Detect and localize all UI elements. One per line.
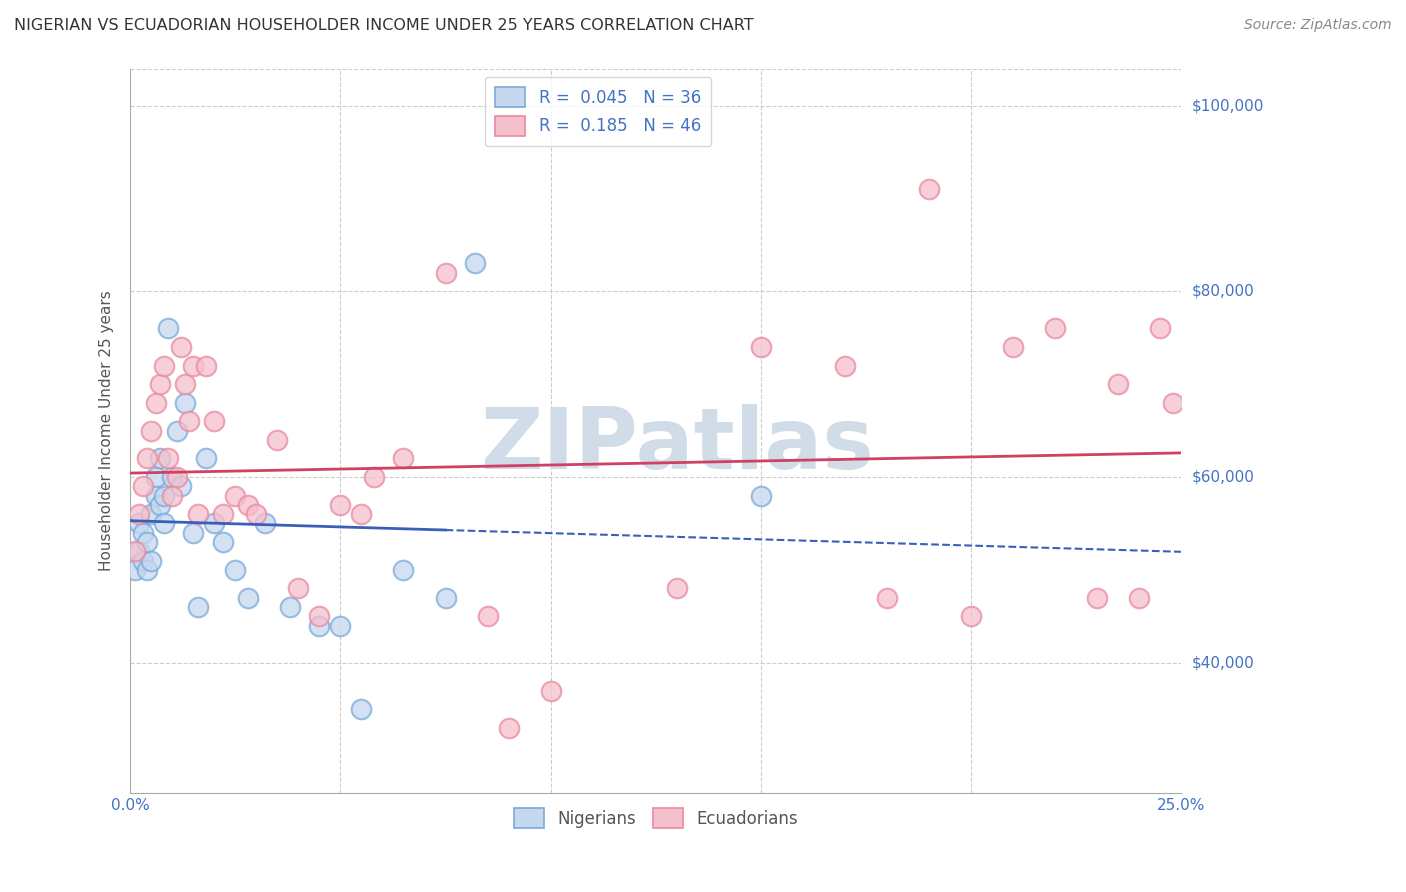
Point xyxy=(141,507,163,521)
Point xyxy=(128,516,150,531)
Point xyxy=(876,591,898,605)
Point xyxy=(153,489,176,503)
Point xyxy=(1107,377,1129,392)
Point xyxy=(236,591,259,605)
Point xyxy=(749,340,772,354)
Point xyxy=(540,683,562,698)
Point xyxy=(202,414,225,428)
Point xyxy=(287,582,309,596)
Point xyxy=(434,266,457,280)
Point xyxy=(183,359,205,373)
Text: $100,000: $100,000 xyxy=(1192,98,1264,113)
Point xyxy=(183,525,205,540)
Point xyxy=(141,553,163,567)
Point xyxy=(1085,591,1108,605)
Point xyxy=(960,609,983,624)
Point xyxy=(363,470,385,484)
Point xyxy=(128,507,150,521)
Point xyxy=(124,563,146,577)
Point xyxy=(918,182,941,196)
Point xyxy=(145,395,167,409)
Point xyxy=(392,563,415,577)
Point xyxy=(329,498,352,512)
Point xyxy=(329,618,352,632)
Text: $40,000: $40,000 xyxy=(1192,656,1254,670)
Point xyxy=(1128,591,1150,605)
Point xyxy=(224,563,246,577)
Point xyxy=(149,377,172,392)
Point xyxy=(278,599,301,614)
Point xyxy=(149,498,172,512)
Point xyxy=(153,359,176,373)
Point xyxy=(224,489,246,503)
Point xyxy=(1001,340,1024,354)
Point xyxy=(145,470,167,484)
Point xyxy=(308,609,330,624)
Point xyxy=(308,618,330,632)
Point xyxy=(136,451,159,466)
Point xyxy=(434,591,457,605)
Point xyxy=(136,535,159,549)
Point xyxy=(194,359,217,373)
Text: $60,000: $60,000 xyxy=(1192,469,1256,484)
Point xyxy=(202,516,225,531)
Point xyxy=(128,544,150,558)
Point xyxy=(174,395,197,409)
Point xyxy=(166,424,188,438)
Point xyxy=(253,516,276,531)
Point xyxy=(665,582,688,596)
Point xyxy=(132,553,155,567)
Point xyxy=(245,507,267,521)
Text: Source: ZipAtlas.com: Source: ZipAtlas.com xyxy=(1244,18,1392,32)
Point xyxy=(162,489,184,503)
Point xyxy=(834,359,856,373)
Point xyxy=(157,451,180,466)
Point xyxy=(132,525,155,540)
Point xyxy=(187,507,209,521)
Point xyxy=(166,470,188,484)
Point xyxy=(1043,321,1066,335)
Point xyxy=(350,507,373,521)
Y-axis label: Householder Income Under 25 years: Householder Income Under 25 years xyxy=(100,290,114,571)
Point xyxy=(464,256,486,270)
Point xyxy=(350,702,373,716)
Point xyxy=(392,451,415,466)
Text: $80,000: $80,000 xyxy=(1192,284,1254,299)
Point xyxy=(157,321,180,335)
Point xyxy=(749,489,772,503)
Point xyxy=(132,479,155,493)
Point xyxy=(266,433,288,447)
Point xyxy=(170,479,193,493)
Point xyxy=(170,340,193,354)
Point xyxy=(162,470,184,484)
Point xyxy=(174,377,197,392)
Point xyxy=(149,451,172,466)
Text: ZIPatlas: ZIPatlas xyxy=(479,403,873,486)
Point xyxy=(1161,395,1184,409)
Point xyxy=(124,544,146,558)
Legend: Nigerians, Ecuadorians: Nigerians, Ecuadorians xyxy=(508,801,804,835)
Point xyxy=(498,721,520,735)
Point xyxy=(211,507,233,521)
Text: NIGERIAN VS ECUADORIAN HOUSEHOLDER INCOME UNDER 25 YEARS CORRELATION CHART: NIGERIAN VS ECUADORIAN HOUSEHOLDER INCOM… xyxy=(14,18,754,33)
Point xyxy=(211,535,233,549)
Point xyxy=(1149,321,1171,335)
Point xyxy=(179,414,201,428)
Point xyxy=(187,599,209,614)
Point xyxy=(477,609,499,624)
Point xyxy=(145,489,167,503)
Point xyxy=(236,498,259,512)
Point xyxy=(141,424,163,438)
Point xyxy=(194,451,217,466)
Point xyxy=(153,516,176,531)
Point xyxy=(136,563,159,577)
